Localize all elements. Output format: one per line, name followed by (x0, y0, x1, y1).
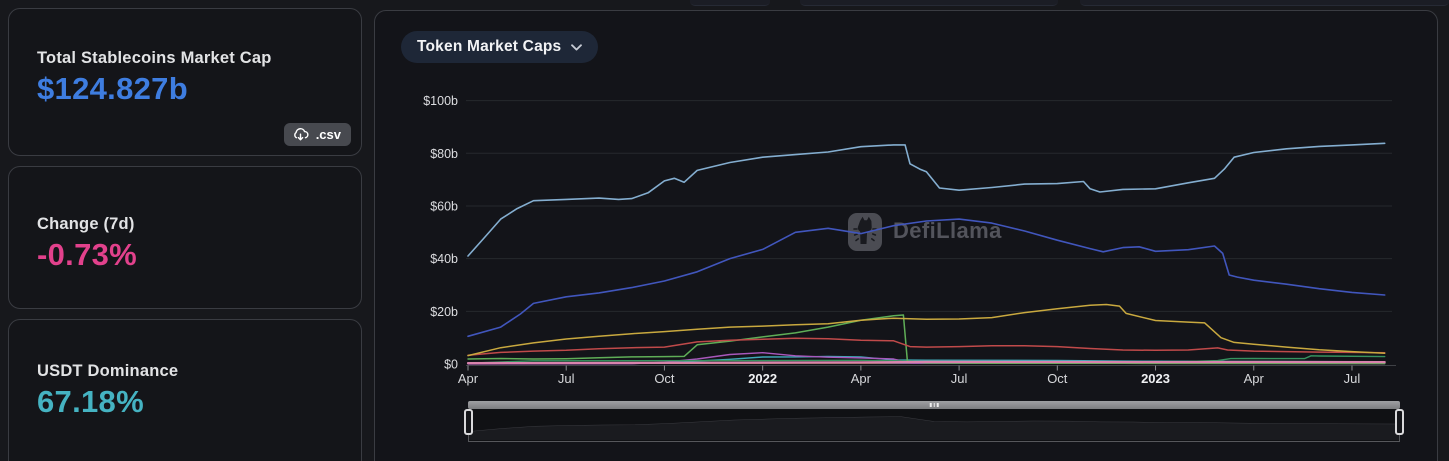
scrubber-track[interactable] (468, 401, 1400, 409)
defillama-llama-logo-icon (846, 209, 884, 253)
cropped-top-tab (800, 0, 1058, 6)
chart-metric-dropdown[interactable]: Token Market Caps (401, 31, 599, 63)
change-7d-label: Change (7d) (37, 215, 135, 233)
scrubber-handle-left[interactable] (464, 409, 473, 435)
change-7d-value: -0.73% (37, 237, 138, 272)
cropped-top-tab (1080, 0, 1449, 6)
scrubber-handle-right[interactable] (1395, 409, 1404, 435)
chart-metric-dropdown-label: Token Market Caps (417, 38, 562, 55)
download-csv-button[interactable]: .csv (283, 123, 351, 146)
chart-panel: Token Market Caps DefiLlama (374, 10, 1438, 461)
defillama-watermark: DefiLlama (846, 209, 1002, 253)
total-market-cap-label: Total Stablecoins Market Cap (37, 49, 272, 67)
download-cloud-icon (292, 127, 309, 142)
scrubber-grip-icon[interactable] (929, 403, 939, 407)
download-csv-label: .csv (315, 127, 341, 142)
chevron-down-icon (571, 43, 583, 51)
total-market-cap-value: $124.827b (37, 71, 188, 106)
stat-card-total-market-cap: Total Stablecoins Market Cap $124.827b .… (8, 8, 362, 156)
navigator-area-fill (469, 416, 1399, 440)
navigator-minimap-area (468, 416, 1400, 440)
defillama-watermark-text: DefiLlama (893, 218, 1002, 243)
stat-card-change-7d: Change (7d) -0.73% (8, 166, 362, 309)
stat-card-usdt-dominance: USDT Dominance 67.18% (8, 319, 362, 461)
usdt-dominance-value: 67.18% (37, 384, 144, 419)
usdt-dominance-label: USDT Dominance (37, 362, 179, 380)
cropped-top-tab (690, 0, 770, 6)
time-range-scrubber (464, 401, 1404, 446)
scrubber-minimap[interactable] (468, 409, 1400, 442)
